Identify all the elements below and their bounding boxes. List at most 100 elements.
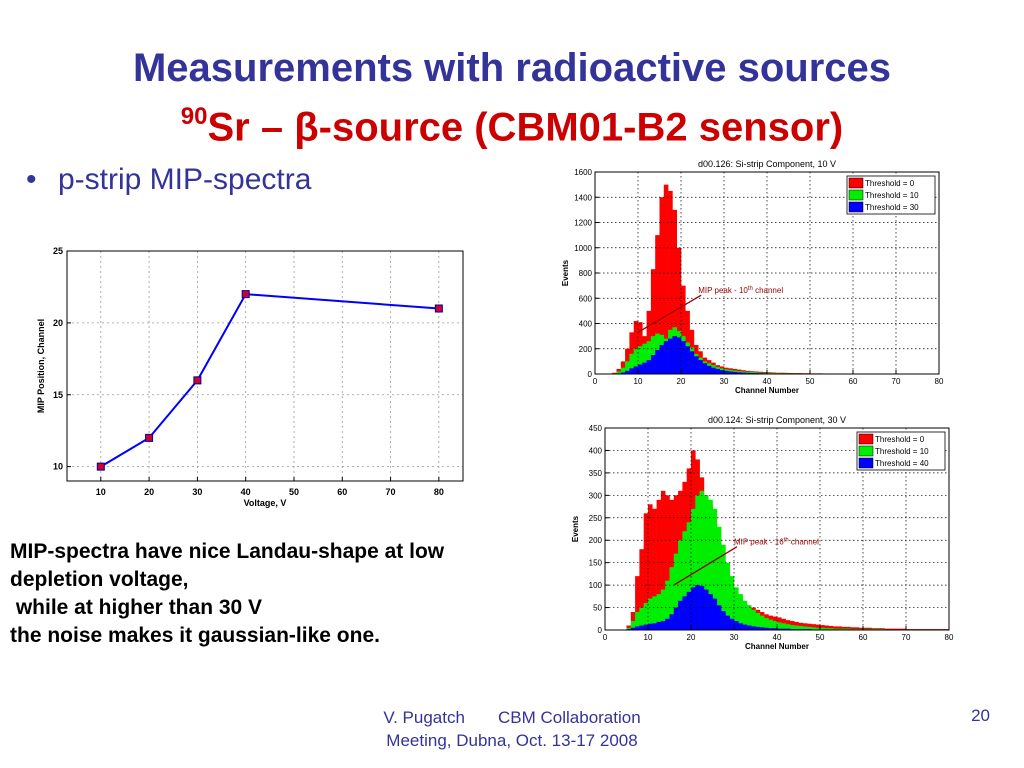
h30-bar (893, 628, 898, 630)
h30-bar (901, 628, 907, 630)
h30-bar (777, 628, 782, 630)
page-number: 20 (971, 706, 990, 725)
h10-y-tick-label: 1000 (574, 244, 592, 253)
h10-bar (659, 344, 665, 374)
h10-bar (715, 368, 720, 374)
h30-bar (660, 490, 666, 630)
h30-bar (725, 562, 730, 630)
h30-bar (764, 617, 769, 630)
spectrum-30v-chart: d00.124: Si-strip Component, 30 V 0 10 20 30… (571, 415, 954, 651)
h10-bar (693, 356, 699, 374)
h30-bar (708, 499, 713, 630)
mip-y-tick-label: 15 (53, 390, 63, 400)
h10-bar (642, 362, 647, 374)
h30-bar (660, 589, 666, 630)
h10-annotation: MIP peak - 10th channel (698, 286, 783, 295)
h30-bar (811, 624, 816, 630)
h30-bar (850, 627, 855, 630)
h10-y-tick-label: 400 (579, 320, 593, 329)
h10-bar (620, 372, 626, 374)
h10-bar (620, 367, 626, 374)
h30-x-tick-label: 10 (644, 633, 653, 642)
h30-bar (738, 594, 743, 630)
h10-x-tick-label: 60 (849, 377, 858, 386)
h30-bar (772, 621, 778, 630)
mip-y-tick-label: 25 (53, 246, 63, 256)
h30-bar (738, 623, 743, 630)
h10-bar (650, 355, 656, 374)
h10-bar (638, 346, 643, 374)
h30-bar (686, 591, 692, 630)
h30-x-tick-label: 50 (816, 633, 825, 642)
h30-bar (682, 596, 687, 630)
bullet-item: • p-strip MIP-spectra (26, 162, 311, 198)
h10-bar (633, 366, 639, 374)
h30-bar (772, 628, 778, 630)
mip-y-axis-label: MIP Position, Channel (36, 319, 46, 413)
h30-bar (635, 612, 640, 630)
h10-y-tick-label: 200 (579, 345, 593, 354)
h30-bar (648, 598, 653, 630)
h10-annotation-arrow (637, 294, 702, 333)
mip-x-axis-label: Voltage, V (244, 498, 287, 508)
h30-legend-swatch (858, 433, 874, 445)
h30-bar (888, 628, 894, 630)
mip-x-tick-label: 60 (337, 487, 347, 497)
h30-bar (652, 596, 657, 630)
h10-legend-label: Threshold = 10 (865, 191, 919, 200)
h10-bar (668, 190, 673, 374)
h30-bar (682, 531, 687, 630)
h30-bar (648, 623, 653, 630)
h10-bar (676, 247, 682, 374)
h30-bar (837, 628, 842, 630)
h30-bar (746, 605, 752, 630)
h30-bar (807, 626, 812, 630)
h30-bar (725, 615, 730, 630)
footer: V. Pugatch CBM Collaboration Meeting, Du… (340, 706, 684, 752)
h30-bar (768, 619, 773, 630)
h30-bar (841, 628, 847, 630)
h30-bar (669, 567, 675, 630)
h30-x-tick-label: 20 (687, 633, 696, 642)
h30-bar (656, 621, 662, 630)
h30-y-tick-label: 50 (593, 604, 602, 613)
h10-bar (702, 363, 708, 374)
h30-bar (845, 626, 851, 630)
h30-bar (703, 589, 709, 630)
h30-bar (789, 625, 795, 630)
h30-bar (721, 544, 726, 630)
h10-bar (736, 372, 742, 374)
h30-bar (824, 625, 829, 630)
h30-bar (708, 594, 713, 630)
h30-y-tick-label: 100 (589, 581, 603, 590)
h10-x-tick-label: 80 (935, 377, 944, 386)
h30-bar (858, 627, 864, 630)
h30-bar (755, 626, 761, 630)
h30-x-tick-label: 80 (945, 633, 954, 642)
slide-title: Measurements with radioactive sources (132, 46, 892, 90)
h30-bar (678, 600, 683, 630)
h30-bar (712, 508, 718, 630)
h10-bar (625, 370, 630, 374)
h30-bar (712, 598, 718, 630)
h30-bar (656, 594, 662, 630)
h30-y-tick-label: 0 (598, 626, 603, 635)
h30-bar (678, 540, 683, 630)
h30-legend-label: Threshold = 10 (875, 447, 929, 456)
h10-grid (594, 171, 940, 375)
h30-legend-label: Threshold = 0 (875, 435, 925, 444)
h30-bar (742, 624, 748, 630)
mip-x-tick-label: 50 (289, 487, 299, 497)
mip-x-tick-label: 80 (434, 487, 444, 497)
h10-bar (681, 285, 686, 374)
h30-bar (729, 576, 735, 630)
description-line-1: MIP-spectra have nice Landau-shape at lo… (10, 540, 445, 563)
footer-line-2: Meeting, Dubna, Oct. 13-17 2008 (386, 731, 638, 750)
h10-x-tick-label: 20 (677, 377, 686, 386)
h30-bar (854, 627, 859, 630)
h10-bar (676, 337, 682, 374)
h10-bar (642, 343, 647, 374)
h30-bar (630, 621, 636, 630)
h10-y-tick-label: 0 (588, 370, 593, 379)
h30-bar (841, 626, 847, 630)
